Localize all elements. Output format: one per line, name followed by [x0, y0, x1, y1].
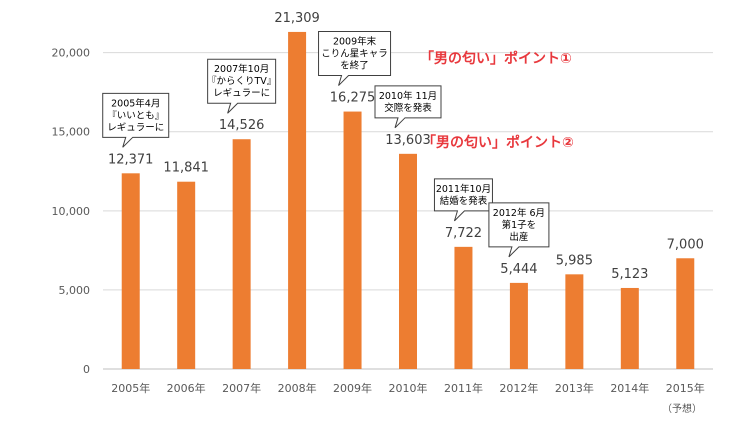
bar [509, 282, 528, 369]
y-tick-label: 0 [83, 363, 90, 376]
data-label: 7,722 [445, 226, 482, 241]
bar [399, 153, 417, 369]
data-label: 5,123 [611, 267, 648, 282]
callout: 2007年10月『からくりTV』レギュラーに [207, 58, 277, 114]
x-tick-label: 2009年 [333, 381, 372, 395]
forecast-footnote: （予想） [662, 402, 702, 415]
x-tick-label: 2005年 [111, 381, 150, 395]
x-tick-label: 2007年 [222, 381, 261, 395]
callout-line: 2007年10月 [214, 63, 269, 75]
bar [620, 287, 639, 369]
callout-line: 『からくりTV』 [207, 76, 276, 87]
note-point-2: 「男の匂い」ポイント② [422, 134, 574, 151]
y-tick-label: 5,000 [59, 284, 91, 297]
data-label: 12,371 [108, 152, 154, 167]
callout-line: 交際を発表 [384, 102, 432, 114]
data-label: 14,526 [219, 118, 265, 133]
bar [343, 111, 362, 370]
bar [121, 173, 140, 369]
note-point-1: 「男の匂い」ポイント① [420, 50, 572, 67]
x-tick-label: 2010年 [389, 381, 428, 395]
callout-line: 2009年末 [333, 36, 377, 48]
callout-line: 2005年4月 [111, 97, 160, 109]
y-axis-ticks: 0 5,000 10,000 15,000 20,000 [52, 47, 91, 376]
x-tick-label: 2013年 [555, 381, 594, 395]
x-tick-label: 2014年 [610, 381, 649, 395]
callout-bubble [374, 85, 442, 129]
callout-bubble [433, 178, 493, 222]
bar [565, 274, 584, 369]
bar [232, 139, 251, 369]
callout-bubble [318, 31, 392, 86]
x-tick-label: 2012年 [499, 381, 538, 395]
callouts: 2005年4月『いいとも』レギュラーに2007年10月『からくりTV』レギュラー… [102, 31, 550, 258]
callout-bubble [102, 92, 170, 148]
data-label: 13,603 [385, 133, 431, 148]
callout-bubble [207, 58, 277, 114]
data-label: 5,985 [556, 253, 593, 268]
callout-bubble [488, 202, 550, 258]
callout-line: 『いいとも』 [107, 110, 164, 121]
callout: 2005年4月『いいとも』レギュラーに [102, 92, 170, 148]
x-tick-label: 2015年 [666, 381, 705, 395]
data-labels: 12,371 11,841 14,526 21,309 16,275 13,603 7,72… [108, 11, 704, 282]
callout-line: レギュラーに [107, 122, 164, 133]
y-tick-label: 20,000 [52, 47, 91, 60]
callout-line: 第1子を [502, 219, 537, 231]
data-label: 11,841 [163, 161, 209, 176]
callout-line: 2010年 11月 [379, 90, 437, 102]
x-tick-label: 2008年 [278, 381, 317, 395]
x-axis-ticks: 2005年 2006年 2007年 2008年 2009年 2010年 2011年 2012年… [111, 381, 705, 395]
x-tick-label: 2011年 [444, 381, 483, 395]
callout-line: 2012年 6月 [493, 207, 545, 219]
x-tick-label: 2006年 [167, 381, 206, 395]
callout-line: 2011年10月 [436, 183, 491, 195]
callout-line: レギュラーに [213, 88, 270, 99]
y-tick-label: 15,000 [52, 126, 91, 139]
data-label: 16,275 [330, 91, 376, 106]
bars [121, 31, 695, 370]
callout-line: を終了 [340, 60, 369, 72]
data-label: 5,444 [500, 262, 537, 277]
bar [177, 181, 196, 369]
callout-line: こりん星キャラ [321, 49, 388, 60]
callout-line: 出産 [509, 231, 528, 243]
data-label: 21,309 [274, 11, 320, 26]
bar [288, 31, 307, 370]
bar [454, 246, 473, 369]
bar [676, 258, 695, 369]
y-tick-label: 10,000 [52, 205, 91, 218]
callout-line: 結婚を発表 [440, 195, 488, 207]
data-label: 7,000 [667, 237, 704, 252]
